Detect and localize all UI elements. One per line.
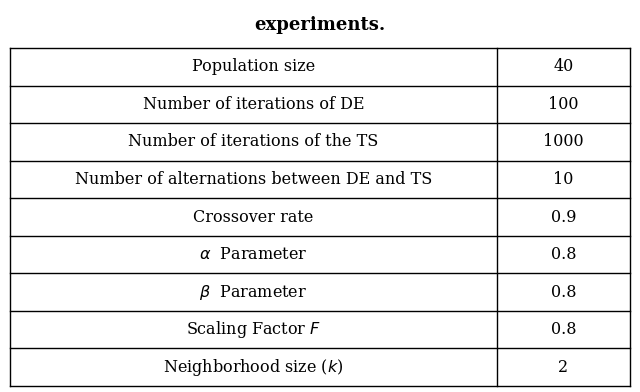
Text: 2: 2 [558, 359, 568, 376]
Text: Neighborhood size ($k$): Neighborhood size ($k$) [163, 357, 344, 378]
Text: Number of iterations of the TS: Number of iterations of the TS [128, 133, 378, 151]
Text: Scaling Factor $F$: Scaling Factor $F$ [186, 319, 321, 340]
Text: 0.8: 0.8 [550, 246, 576, 263]
Text: 0.8: 0.8 [550, 283, 576, 301]
Text: 100: 100 [548, 96, 579, 113]
Text: Population size: Population size [192, 58, 315, 75]
Text: Number of iterations of DE: Number of iterations of DE [143, 96, 364, 113]
Text: 40: 40 [553, 58, 573, 75]
Text: Crossover rate: Crossover rate [193, 209, 314, 225]
Text: $\alpha$  Parameter: $\alpha$ Parameter [199, 246, 308, 263]
Text: 0.9: 0.9 [550, 209, 576, 225]
Text: Number of alternations between DE and TS: Number of alternations between DE and TS [75, 171, 432, 188]
Text: $\beta$  Parameter: $\beta$ Parameter [199, 283, 307, 301]
Text: 10: 10 [553, 171, 573, 188]
Text: experiments.: experiments. [254, 16, 386, 34]
Text: 1000: 1000 [543, 133, 584, 151]
Text: 0.8: 0.8 [550, 321, 576, 338]
